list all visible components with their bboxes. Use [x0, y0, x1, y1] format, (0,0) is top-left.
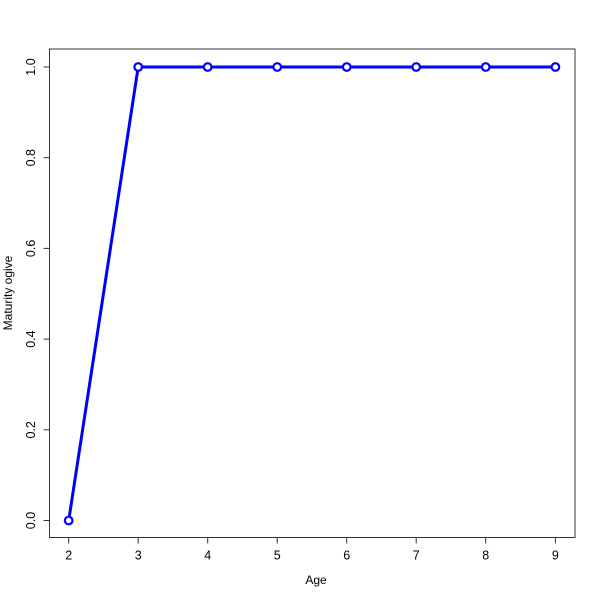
svg-text:3: 3 — [135, 549, 142, 563]
svg-text:Age: Age — [305, 573, 327, 587]
svg-text:0.4: 0.4 — [24, 330, 38, 347]
svg-text:2: 2 — [65, 549, 72, 563]
svg-text:Maturity ogive: Maturity ogive — [1, 255, 15, 330]
svg-text:0.0: 0.0 — [24, 512, 38, 529]
svg-text:7: 7 — [413, 549, 420, 563]
svg-text:0.8: 0.8 — [24, 149, 38, 166]
svg-text:6: 6 — [343, 549, 350, 563]
svg-text:0.2: 0.2 — [24, 421, 38, 438]
svg-text:0.6: 0.6 — [24, 240, 38, 257]
svg-text:5: 5 — [274, 549, 281, 563]
svg-text:4: 4 — [204, 549, 211, 563]
svg-text:8: 8 — [482, 549, 489, 563]
svg-text:9: 9 — [552, 549, 559, 563]
svg-text:1.0: 1.0 — [24, 58, 38, 75]
